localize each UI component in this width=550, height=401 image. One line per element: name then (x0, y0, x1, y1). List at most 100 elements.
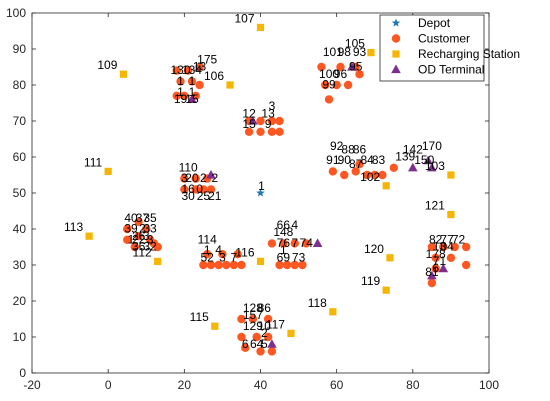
recharging-station-point (367, 49, 375, 57)
point-label: 1 (128, 232, 135, 246)
point-label: 66 (277, 218, 291, 232)
point-label: 15 (242, 117, 256, 131)
point-label: 95 (349, 60, 363, 74)
customer-point (195, 62, 204, 72)
recharging-station-point (256, 23, 265, 31)
point-label: 93 (353, 45, 367, 59)
customer-point (180, 185, 189, 194)
customer-point (267, 116, 277, 126)
recharging-station-point (382, 286, 390, 294)
point-label: 0 (196, 182, 203, 196)
point-label: 139 (395, 150, 415, 164)
point-label: 1 (189, 85, 196, 99)
point-label: 110 (179, 160, 198, 174)
legend-label-depot: Depot (418, 16, 451, 30)
customer-point (263, 314, 273, 324)
point-label: 13 (261, 106, 275, 120)
point-label: 86 (258, 301, 272, 315)
point-label: 150 (414, 153, 434, 167)
point-label: 103 (425, 159, 445, 173)
y-tick-label: 30 (13, 258, 27, 272)
customer-point (248, 314, 258, 324)
recharging-station-point (104, 167, 112, 175)
point-label: 1 (258, 179, 265, 193)
customer-point (222, 260, 231, 270)
point-label: 119 (361, 274, 380, 288)
point-label: 76 (277, 236, 291, 250)
point-label: 98 (338, 45, 352, 59)
legend-label-od-terminal: OD Terminal (418, 63, 484, 77)
customer-point (237, 332, 246, 342)
point-label: 25 (197, 189, 211, 203)
point-label: 69 (277, 250, 291, 264)
customer-point (256, 127, 265, 136)
point-label: 88 (341, 142, 355, 156)
customer-point (332, 80, 341, 90)
x-tick-label: 20 (178, 378, 192, 392)
point-label: 83 (372, 153, 386, 167)
point-label: 1 (177, 85, 184, 99)
customer-point (191, 185, 200, 194)
point-label: 19 (174, 92, 188, 106)
customer-point (142, 224, 151, 234)
point-label: 3 (269, 99, 276, 113)
od-terminal-point (423, 155, 433, 165)
point-label: 21 (208, 189, 222, 203)
point-label: 37 (136, 211, 150, 225)
customer-point (439, 242, 448, 252)
point-label: 16 (181, 182, 195, 196)
customer-point (446, 253, 456, 262)
point-label: 2 (211, 171, 218, 185)
customer-point (199, 185, 208, 194)
legend-od-terminal-icon (391, 64, 401, 74)
point-label: 87 (349, 157, 363, 171)
point-label: 6 (242, 337, 249, 351)
recharging-station-point (447, 171, 455, 179)
point-label: 39 (124, 222, 138, 236)
customer-point (267, 347, 277, 356)
data-points (85, 23, 471, 356)
point-label: 142 (403, 142, 423, 156)
point-label: 130 (171, 63, 191, 77)
point-label: 7 (291, 236, 298, 250)
point-label: 40 (124, 211, 138, 225)
customer-point (252, 332, 261, 342)
point-label: 116 (235, 245, 254, 259)
customer-point (275, 127, 284, 136)
customer-point (183, 66, 193, 75)
customer-point (237, 314, 246, 324)
point-label: 82 (429, 232, 443, 246)
point-label: 102 (360, 170, 380, 184)
customer-point (229, 260, 239, 270)
recharging-station-point (287, 329, 295, 337)
point-label: 26 (132, 229, 146, 243)
point-label: 4 (215, 243, 222, 257)
point-label: 1 (204, 243, 211, 257)
od-terminal-point (427, 162, 437, 172)
point-label: 1 (177, 74, 184, 88)
recharging-station-point (329, 308, 337, 316)
customer-point (134, 232, 143, 241)
x-tick-label: 100 (479, 378, 499, 392)
point-label: 134 (182, 63, 202, 77)
legend-label-customer: Customer (418, 32, 470, 46)
point-label: 1 (280, 243, 287, 257)
customer-point (195, 80, 204, 90)
customer-point (290, 239, 299, 248)
customer-point (267, 127, 277, 136)
customer-point (389, 163, 398, 172)
od-terminal-point (206, 170, 216, 179)
point-label: 30 (181, 189, 195, 203)
customer-point (153, 242, 162, 252)
point-label: 33 (143, 222, 157, 236)
customer-point (355, 160, 364, 169)
recharging-station-point (119, 70, 127, 78)
customer-point (172, 91, 181, 101)
customer-point (324, 95, 334, 104)
customer-point (244, 127, 254, 136)
point-label: 64 (250, 337, 264, 351)
customer-point (130, 242, 140, 252)
customer-point (321, 80, 330, 90)
